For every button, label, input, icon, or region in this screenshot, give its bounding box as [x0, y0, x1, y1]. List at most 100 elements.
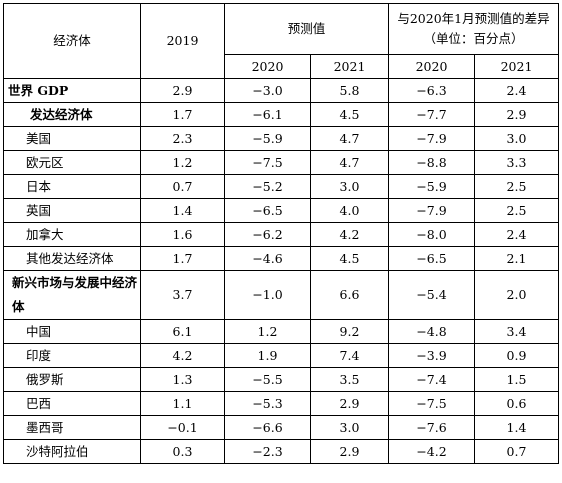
- cell-diff-2021: 3.4: [474, 319, 559, 344]
- table-row: 欧元区 1.2 −7.5 4.7 −8.8 3.3: [3, 150, 559, 175]
- table-row: 美国 2.3 −5.9 4.7 −7.9 3.0: [3, 126, 559, 151]
- cell-forecast-2020: 1.9: [224, 343, 311, 368]
- cell-diff-2020: −4.8: [388, 319, 475, 344]
- header-diff-2021: 2021: [474, 54, 559, 79]
- table-row: 日本 0.7 −5.2 3.0 −5.9 2.5: [3, 174, 559, 199]
- row-name: 加拿大: [3, 222, 141, 247]
- header-forecast-2020: 2020: [224, 54, 311, 79]
- cell-forecast-2021: 4.7: [310, 126, 389, 151]
- cell-diff-2021: 0.9: [474, 343, 559, 368]
- table-row: 其他发达经济体 1.7 −4.6 4.5 −6.5 2.1: [3, 246, 559, 271]
- row-name: 墨西哥: [3, 415, 141, 440]
- row-name: 日本: [3, 174, 141, 199]
- row-name: 发达经济体: [3, 102, 141, 127]
- cell-forecast-2020: −6.5: [224, 198, 311, 223]
- cell-2019: 0.3: [140, 439, 225, 464]
- table-row: 墨西哥 −0.1 −6.6 3.0 −7.6 1.4: [3, 415, 559, 440]
- cell-forecast-2020: −6.1: [224, 102, 311, 127]
- cell-diff-2021: 2.0: [474, 270, 559, 320]
- cell-forecast-2020: −5.9: [224, 126, 311, 151]
- cell-diff-2021: 2.5: [474, 198, 559, 223]
- cell-diff-2021: 2.4: [474, 78, 559, 103]
- cell-2019: 1.1: [140, 391, 225, 416]
- cell-diff-2021: 0.6: [474, 391, 559, 416]
- cell-diff-2020: −7.9: [388, 198, 475, 223]
- cell-diff-2020: −5.4: [388, 270, 475, 320]
- cell-diff-2021: 2.9: [474, 102, 559, 127]
- cell-2019: 6.1: [140, 319, 225, 344]
- gdp-forecast-table: 经济体 2019 预测值 与2020年1月预测值的差异（单位：百分点） 2020…: [3, 3, 559, 464]
- cell-diff-2021: 1.5: [474, 367, 559, 392]
- table-row: 印度 4.2 1.9 7.4 −3.9 0.9: [3, 343, 559, 368]
- cell-diff-2021: 2.1: [474, 246, 559, 271]
- cell-forecast-2020: −5.2: [224, 174, 311, 199]
- cell-diff-2021: 1.4: [474, 415, 559, 440]
- table-row: 加拿大 1.6 −6.2 4.2 −8.0 2.4: [3, 222, 559, 247]
- cell-diff-2021: 2.5: [474, 174, 559, 199]
- header-forecast-2021: 2021: [310, 54, 389, 79]
- cell-2019: 3.7: [140, 270, 225, 320]
- row-name: 印度: [3, 343, 141, 368]
- cell-forecast-2021: 2.9: [310, 391, 389, 416]
- row-name: 新兴市场与发展中经济体: [3, 270, 141, 320]
- cell-forecast-2021: 4.0: [310, 198, 389, 223]
- cell-forecast-2021: 3.5: [310, 367, 389, 392]
- cell-diff-2020: −7.6: [388, 415, 475, 440]
- cell-2019: 1.7: [140, 246, 225, 271]
- cell-2019: 0.7: [140, 174, 225, 199]
- header-economy: 经济体: [3, 3, 141, 79]
- cell-forecast-2021: 4.5: [310, 102, 389, 127]
- cell-forecast-2021: 4.7: [310, 150, 389, 175]
- table-row: 巴西 1.1 −5.3 2.9 −7.5 0.6: [3, 391, 559, 416]
- row-name: 沙特阿拉伯: [3, 439, 141, 464]
- table-row: 沙特阿拉伯 0.3 −2.3 2.9 −4.2 0.7: [3, 439, 559, 464]
- row-name: 欧元区: [3, 150, 141, 175]
- cell-diff-2020: −7.5: [388, 391, 475, 416]
- cell-forecast-2021: 5.8: [310, 78, 389, 103]
- row-name: 俄罗斯: [3, 367, 141, 392]
- cell-forecast-2020: −2.3: [224, 439, 311, 464]
- table-row: 俄罗斯 1.3 −5.5 3.5 −7.4 1.5: [3, 367, 559, 392]
- cell-forecast-2020: 1.2: [224, 319, 311, 344]
- cell-2019: 1.7: [140, 102, 225, 127]
- cell-2019: 1.2: [140, 150, 225, 175]
- cell-forecast-2021: 9.2: [310, 319, 389, 344]
- row-name: 美国: [3, 126, 141, 151]
- cell-forecast-2021: 4.2: [310, 222, 389, 247]
- cell-diff-2020: −6.3: [388, 78, 475, 103]
- cell-diff-2021: 3.3: [474, 150, 559, 175]
- cell-2019: 2.9: [140, 78, 225, 103]
- cell-diff-2021: 2.4: [474, 222, 559, 247]
- cell-diff-2020: −7.9: [388, 126, 475, 151]
- table-row: 新兴市场与发展中经济体 3.7 −1.0 6.6 −5.4 2.0: [3, 270, 559, 320]
- cell-2019: 1.6: [140, 222, 225, 247]
- cell-forecast-2020: −6.2: [224, 222, 311, 247]
- cell-diff-2020: −8.0: [388, 222, 475, 247]
- row-name: 世界 GDP: [3, 78, 141, 103]
- cell-2019: −0.1: [140, 415, 225, 440]
- cell-diff-2020: −8.8: [388, 150, 475, 175]
- cell-forecast-2020: −6.6: [224, 415, 311, 440]
- cell-diff-2021: 0.7: [474, 439, 559, 464]
- table-row: 发达经济体 1.7 −6.1 4.5 −7.7 2.9: [3, 102, 559, 127]
- cell-2019: 2.3: [140, 126, 225, 151]
- cell-forecast-2021: 3.0: [310, 174, 389, 199]
- cell-2019: 1.4: [140, 198, 225, 223]
- cell-forecast-2021: 4.5: [310, 246, 389, 271]
- cell-diff-2020: −7.4: [388, 367, 475, 392]
- header-diff: 与2020年1月预测值的差异（单位：百分点）: [388, 3, 559, 55]
- row-name: 巴西: [3, 391, 141, 416]
- cell-2019: 4.2: [140, 343, 225, 368]
- cell-2019: 1.3: [140, 367, 225, 392]
- cell-forecast-2020: −1.0: [224, 270, 311, 320]
- cell-diff-2020: −7.7: [388, 102, 475, 127]
- cell-diff-2020: −3.9: [388, 343, 475, 368]
- cell-forecast-2020: −4.6: [224, 246, 311, 271]
- row-name: 英国: [3, 198, 141, 223]
- cell-diff-2021: 3.0: [474, 126, 559, 151]
- header-diff-2020: 2020: [388, 54, 475, 79]
- table-row: 世界 GDP 2.9 −3.0 5.8 −6.3 2.4: [3, 78, 559, 103]
- row-name: 其他发达经济体: [3, 246, 141, 271]
- cell-forecast-2020: −5.3: [224, 391, 311, 416]
